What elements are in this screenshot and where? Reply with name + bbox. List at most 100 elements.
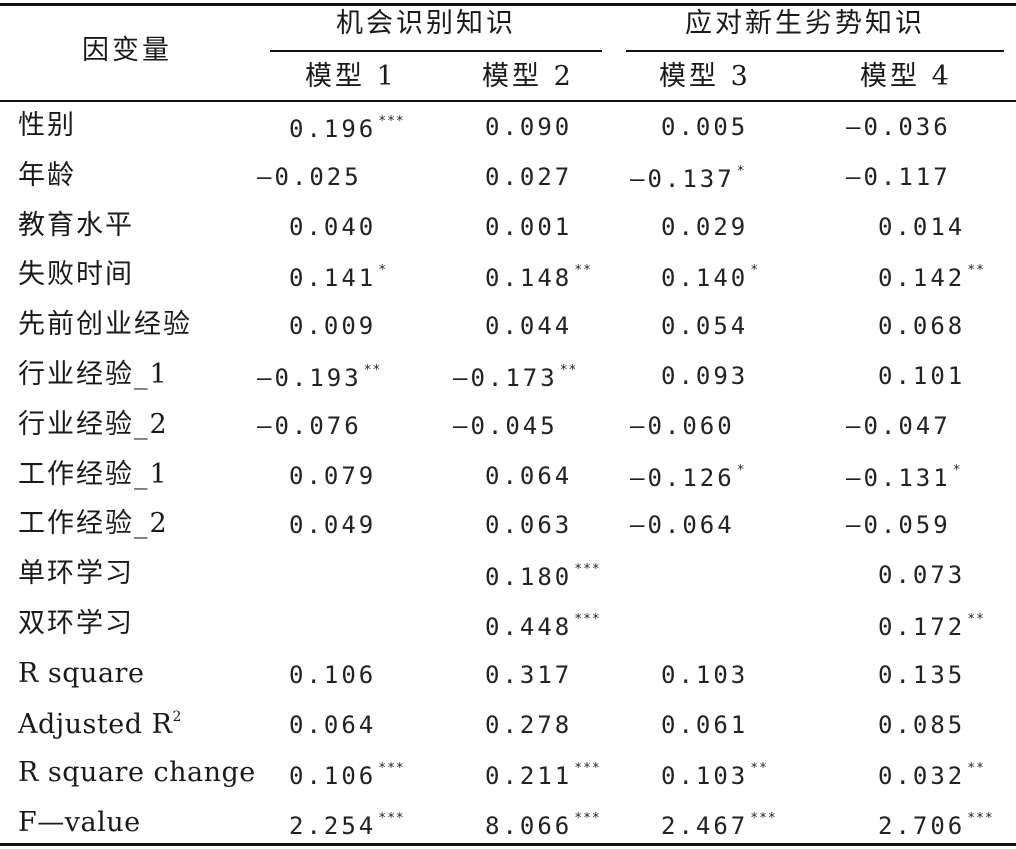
coefficient-value: 0.068 xyxy=(878,312,966,341)
coefficient-cell: 0.093 xyxy=(661,364,748,388)
coefficient-cell: 0.068 xyxy=(878,314,965,338)
coefficient-cell: 0.061 xyxy=(661,713,748,737)
group1-underline xyxy=(270,50,602,52)
coefficient-cell: —0.193 ** xyxy=(257,364,381,390)
table-header-rule xyxy=(0,100,1016,102)
coefficient-value: 0.172 xyxy=(878,613,966,641)
significance-stars: ** xyxy=(363,363,382,378)
coefficient-cell: —0.173 ** xyxy=(453,364,577,390)
significance-stars: *** xyxy=(574,562,601,578)
coefficient-cell: 0.140 * xyxy=(661,264,759,290)
coefficient-cell: —0.064 xyxy=(630,513,735,537)
coefficient-value: 8.066 xyxy=(485,812,573,841)
coefficient-value: —0.193 xyxy=(257,364,362,392)
coefficient-cell: 0.211 *** xyxy=(485,762,601,788)
coefficient-cell: 0.103 xyxy=(661,663,748,687)
coefficient-cell: 0.196 *** xyxy=(289,115,405,141)
significance-stars: ** xyxy=(559,363,578,378)
coefficient-value: 0.103 xyxy=(661,660,749,689)
row-label: 工作经验_2 xyxy=(18,510,169,537)
row-label-superscript: 2 xyxy=(172,708,182,725)
coefficient-cell: 0.005 xyxy=(661,115,748,139)
coefficient-value: 0.032 xyxy=(878,762,966,791)
significance-stars: *** xyxy=(574,811,601,827)
coefficient-value: —0.173 xyxy=(453,364,558,392)
coefficient-cell: 0.106 *** xyxy=(289,762,405,788)
coefficient-cell: 8.066 *** xyxy=(485,812,601,838)
coefficient-cell: 0.448 *** xyxy=(485,613,601,639)
row-label-text: R square xyxy=(18,657,145,689)
coefficient-cell: 0.172 ** xyxy=(878,613,985,639)
coefficient-cell: 2.254 *** xyxy=(289,812,405,838)
coefficient-cell: 0.090 xyxy=(485,115,572,139)
coefficient-cell: —0.076 xyxy=(257,414,362,438)
coefficient-value: —0.137 xyxy=(630,164,735,193)
coefficient-value: 0.029 xyxy=(661,212,749,241)
coefficient-cell: 2.706 *** xyxy=(878,812,994,838)
coefficient-cell: —0.036 xyxy=(846,115,951,139)
coefficient-cell: 0.317 xyxy=(485,663,572,687)
coefficient-value: 0.090 xyxy=(485,113,573,141)
row-label-text: 年龄 xyxy=(18,159,76,191)
coefficient-value: —0.036 xyxy=(846,113,951,141)
model-header-3: 模型 3 xyxy=(659,61,751,92)
significance-stars: * xyxy=(736,462,746,478)
row-label: R square xyxy=(18,660,144,687)
row-label-text: 行业经验_1 xyxy=(18,359,169,390)
coefficient-cell: 0.044 xyxy=(485,314,572,338)
coefficient-cell: —0.131 * xyxy=(846,464,962,490)
row-label-text: 工作经验_2 xyxy=(18,508,169,540)
coefficient-cell: —0.126 * xyxy=(630,464,746,490)
coefficient-value: 0.073 xyxy=(878,561,966,590)
significance-stars: ** xyxy=(750,761,768,777)
row-label: 年龄 xyxy=(18,162,76,189)
group2-underline xyxy=(626,50,1004,52)
significance-stars: * xyxy=(952,462,962,478)
coefficient-cell: —0.060 xyxy=(630,414,735,438)
coefficient-cell: 0.001 xyxy=(485,215,572,239)
significance-stars: ** xyxy=(574,263,592,279)
coefficient-cell: 0.027 xyxy=(485,165,572,189)
coefficient-value: 0.079 xyxy=(289,461,377,490)
row-label-text: 双环学习 xyxy=(18,608,134,639)
coefficient-cell: 0.009 xyxy=(289,314,376,338)
coefficient-cell: 0.040 xyxy=(289,215,376,239)
significance-stars: * xyxy=(378,263,388,279)
coefficient-cell: —0.025 xyxy=(257,165,362,189)
coefficient-cell: —0.047 xyxy=(846,414,951,438)
coefficient-value: 0.064 xyxy=(289,710,377,739)
coefficient-cell: 0.049 xyxy=(289,513,376,537)
coefficient-value: 0.141 xyxy=(289,264,377,293)
coefficient-value: —0.076 xyxy=(257,411,362,440)
row-label: R square change xyxy=(18,759,256,786)
coefficient-value: 0.085 xyxy=(878,710,966,739)
significance-stars: * xyxy=(736,163,746,179)
coefficient-value: 0.001 xyxy=(485,212,573,241)
row-label-text: 失败时间 xyxy=(18,259,134,291)
row-label-text: 教育水平 xyxy=(18,209,134,241)
coefficient-value: 2.254 xyxy=(289,812,377,841)
model-header-4: 模型 4 xyxy=(860,61,952,92)
coefficient-cell: 0.141 * xyxy=(289,264,387,290)
coefficient-cell: 0.064 xyxy=(289,713,376,737)
coefficient-cell: 0.064 xyxy=(485,464,572,488)
coefficient-cell: 0.148 ** xyxy=(485,264,592,290)
row-label-text: 性别 xyxy=(18,110,76,141)
coefficient-value: 0.044 xyxy=(485,312,573,341)
coefficient-value: 0.005 xyxy=(661,113,749,141)
coefficient-value: 0.148 xyxy=(485,264,573,293)
row-label: 工作经验_1 xyxy=(18,461,169,488)
row-label-text: Adjusted R xyxy=(18,708,173,740)
significance-stars: *** xyxy=(378,811,405,827)
row-label: 失败时间 xyxy=(18,261,134,288)
coefficient-cell: 0.079 xyxy=(289,464,376,488)
significance-stars: ** xyxy=(967,761,985,777)
group-header-opportunity-knowledge: 机会识别知识 xyxy=(336,8,516,39)
coefficient-value: 0.278 xyxy=(485,710,573,739)
coefficient-cell: 0.180 *** xyxy=(485,563,601,589)
coefficient-value: 2.467 xyxy=(661,812,749,841)
row-label: 性别 xyxy=(18,112,76,139)
row-label: 教育水平 xyxy=(18,212,134,239)
coefficient-cell: 0.054 xyxy=(661,314,748,338)
coefficient-value: 0.040 xyxy=(289,212,377,241)
